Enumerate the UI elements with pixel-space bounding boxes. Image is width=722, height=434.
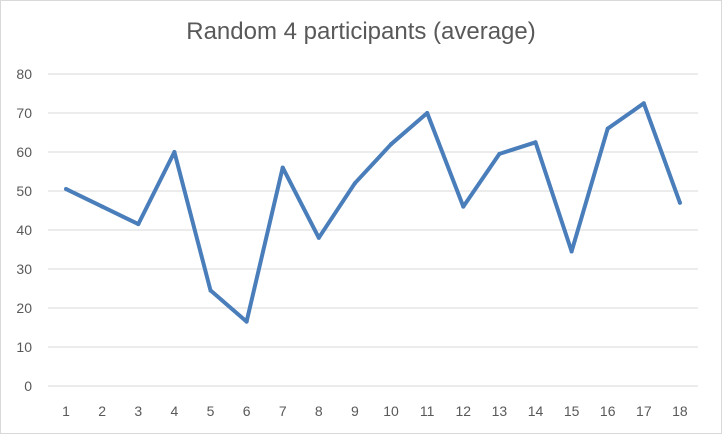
x-tick-label: 12 [455, 403, 471, 419]
x-tick-label: 17 [636, 403, 652, 419]
data-point [64, 187, 69, 192]
x-tick-label: 6 [243, 403, 251, 419]
x-tick-label: 2 [98, 403, 106, 419]
data-point [244, 319, 249, 324]
x-tick-label: 15 [564, 403, 580, 419]
y-axis-tick-labels: 0 10 20 30 40 50 60 70 80 [16, 66, 32, 394]
x-tick-label: 13 [492, 403, 508, 419]
series-line [64, 101, 682, 324]
data-point [352, 181, 357, 186]
series-layer [64, 101, 682, 324]
x-tick-label: 14 [528, 403, 544, 419]
y-tick-label: 80 [16, 66, 32, 82]
data-point [569, 249, 574, 254]
data-point [677, 200, 682, 205]
data-point [280, 165, 285, 170]
x-tick-label: 1 [62, 403, 70, 419]
y-tick-label: 40 [16, 222, 32, 238]
y-tick-label: 50 [16, 183, 32, 199]
gridlines [48, 73, 698, 387]
data-point [316, 235, 321, 240]
data-point [389, 142, 394, 147]
x-tick-label: 7 [279, 403, 287, 419]
data-point [605, 126, 610, 131]
x-tick-label: 18 [672, 403, 688, 419]
data-point [208, 288, 213, 293]
x-tick-label: 11 [420, 403, 435, 419]
x-tick-label: 10 [383, 403, 399, 419]
x-tick-label: 5 [207, 403, 215, 419]
data-point [533, 140, 538, 145]
y-tick-label: 30 [16, 261, 32, 277]
data-point [641, 101, 646, 106]
y-tick-label: 20 [16, 300, 32, 316]
data-point [461, 204, 466, 209]
x-tick-label: 16 [600, 403, 616, 419]
y-tick-label: 70 [16, 105, 32, 121]
data-point [497, 151, 502, 156]
y-tick-label: 60 [16, 144, 32, 160]
y-tick-label: 10 [16, 339, 32, 355]
y-tick-label: 0 [24, 378, 32, 394]
x-tick-label: 4 [170, 403, 178, 419]
x-tick-label: 9 [351, 403, 359, 419]
x-tick-label: 8 [315, 403, 323, 419]
data-point [136, 222, 141, 227]
chart-title: Random 4 participants (average) [186, 18, 536, 45]
x-tick-label: 3 [134, 403, 142, 419]
x-axis-tick-labels: 1 2 3 4 5 6 7 8 9 10 11 12 13 14 15 16 17 18 [62, 403, 688, 419]
data-point [425, 111, 430, 115]
data-point [100, 204, 105, 209]
data-point [172, 150, 177, 154]
